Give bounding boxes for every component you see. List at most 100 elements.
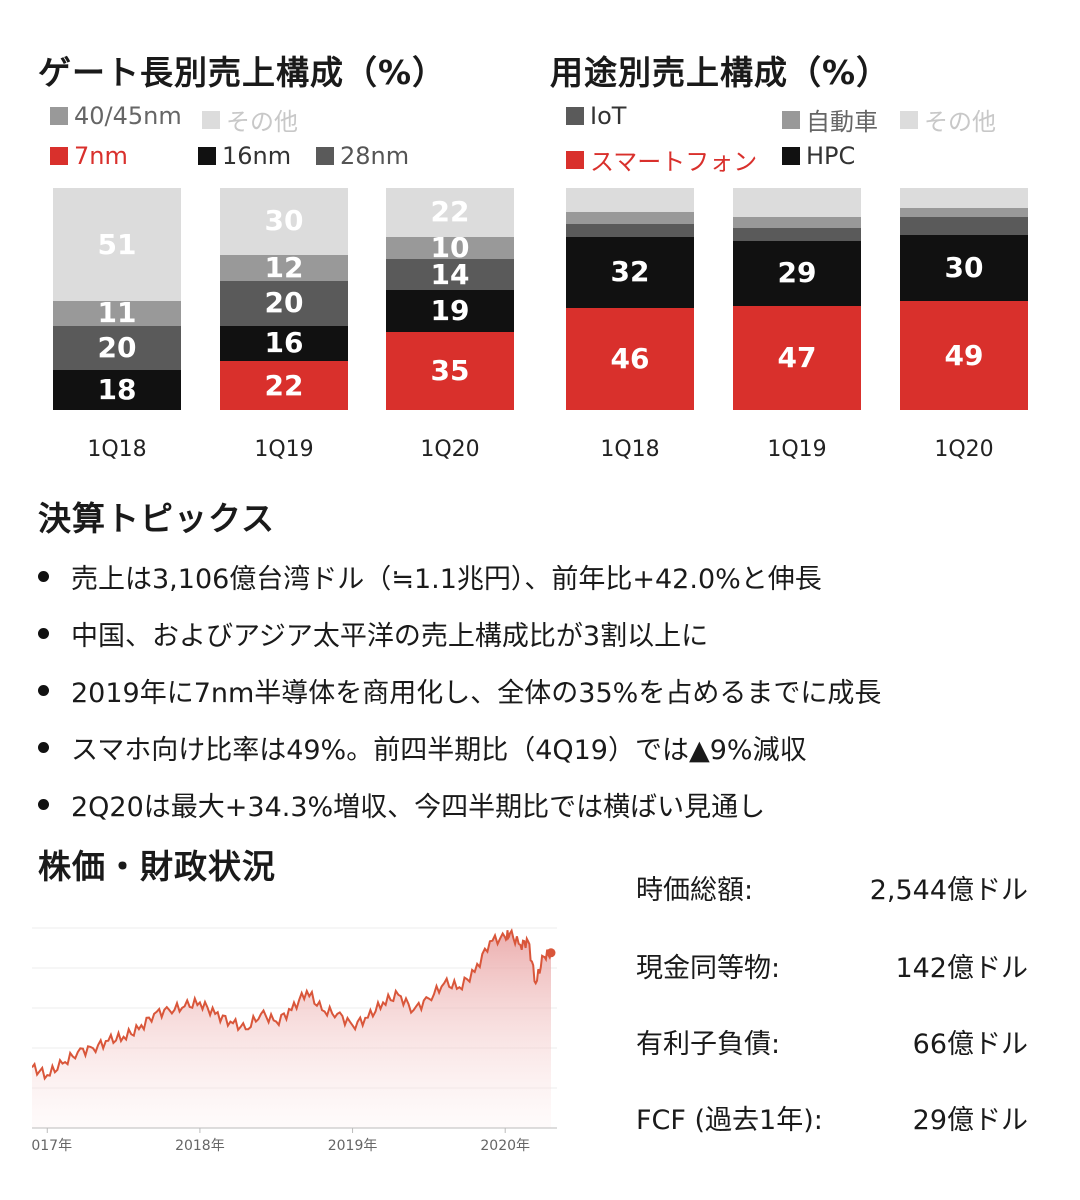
list-item-text: 売上は3,106億台湾ドル（≒1.1兆円）、前年比+42.0%と伸長 xyxy=(71,564,822,595)
metric-label: FCF (過去1年): xyxy=(636,1105,823,1136)
bar-segment xyxy=(53,325,181,371)
usage-legend-item-other: その他 xyxy=(900,102,996,137)
bar-segment xyxy=(386,259,514,291)
category-label: 1Q20 xyxy=(420,437,480,462)
bar-data-label: 35 xyxy=(430,354,470,388)
legend-label: 16nm xyxy=(222,142,292,170)
topics-list: 売上は3,106億台湾ドル（≒1.1兆円）、前年比+42.0%と伸長 中国、およ… xyxy=(38,548,881,833)
bar-segment xyxy=(566,307,694,410)
stock-area xyxy=(32,930,551,1128)
usage-legend-item-auto: 自動車 xyxy=(782,102,878,137)
bar-data-label: 30 xyxy=(264,204,304,238)
legend-swatch xyxy=(566,107,584,125)
bar-data-label: 32 xyxy=(610,255,650,289)
legend-swatch xyxy=(50,147,68,165)
bar-data-label: 22 xyxy=(430,195,470,229)
list-item: 売上は3,106億台湾ドル（≒1.1兆円）、前年比+42.0%と伸長 xyxy=(38,548,881,605)
bar-segment xyxy=(386,332,514,410)
metric-market-cap: 時価総額: 2,544億ドル xyxy=(636,868,1028,907)
legend-swatch xyxy=(202,110,220,129)
legend-label: 40/45nm xyxy=(74,102,182,130)
bar-segment xyxy=(53,370,181,410)
list-item: 2019年に7nm半導体を商用化し、全体の35%を占めるまでに成長 xyxy=(38,662,881,719)
bar-data-label: 12 xyxy=(264,250,304,284)
bullet-icon xyxy=(38,628,49,639)
metric-value: 2,544億ドル xyxy=(869,875,1028,906)
legend-label: IoT xyxy=(590,102,627,130)
legend-label: スマートフォン xyxy=(590,148,758,176)
bar-segment xyxy=(53,188,181,302)
legend-swatch xyxy=(50,107,68,125)
stock-last-point xyxy=(546,948,556,958)
legend-label: HPC xyxy=(806,142,856,170)
metric-value: 142億ドル xyxy=(895,953,1028,984)
bar-segment xyxy=(900,207,1028,217)
finance-title: 株価・財政状況 xyxy=(38,847,276,886)
bar-segment xyxy=(733,188,861,217)
metric-label: 時価総額: xyxy=(636,875,754,906)
metric-label: 現金同等物: xyxy=(636,953,781,984)
list-item-text: 2019年に7nm半導体を商用化し、全体の35%を占めるまでに成長 xyxy=(71,678,882,709)
bar-data-label: 49 xyxy=(944,338,984,372)
bullet-icon xyxy=(38,571,49,582)
usage-legend-item-iot: IoT xyxy=(566,102,626,130)
category-label: 1Q19 xyxy=(767,437,827,462)
metric-fcf: FCF (過去1年): 29億ドル xyxy=(636,1098,1028,1137)
gate-legend-item-40-45nm: 40/45nm xyxy=(50,102,182,130)
gate-legend-item-other: その他 xyxy=(202,102,298,137)
bar-segment xyxy=(900,188,1028,208)
legend-label: その他 xyxy=(226,108,298,136)
bar-segment xyxy=(386,290,514,333)
bar-data-label: 14 xyxy=(430,257,470,291)
bar-data-label: 20 xyxy=(97,330,137,364)
bar-data-label: 47 xyxy=(777,340,817,374)
bar-segment xyxy=(733,216,861,228)
legend-swatch xyxy=(316,147,334,165)
legend-swatch xyxy=(782,147,800,165)
metric-value: 66億ドル xyxy=(912,1029,1028,1060)
bullet-icon xyxy=(38,799,49,810)
list-item: スマホ向け比率は49%。前四半期比（4Q19）では▲9%減収 xyxy=(38,719,881,776)
x-tick-label: 2019年 xyxy=(328,1138,378,1154)
bar-segment xyxy=(566,236,694,308)
metric-cash: 現金同等物: 142億ドル xyxy=(636,946,1028,985)
gate-legend-item-28nm: 28nm xyxy=(316,142,409,170)
bar-segment xyxy=(900,216,1028,235)
bar-data-label: 51 xyxy=(97,227,137,261)
list-item: 中国、およびアジア太平洋の売上構成比が3割以上に xyxy=(38,605,881,662)
category-label: 1Q20 xyxy=(934,437,994,462)
bar-segment xyxy=(220,361,348,410)
bar-segment xyxy=(220,325,348,362)
gate-chart-title: ゲート長別売上構成（%） xyxy=(38,53,447,92)
bar-segment xyxy=(386,236,514,260)
bar-segment xyxy=(566,212,694,224)
bar-segment xyxy=(53,301,181,326)
metric-debt: 有利子負債: 66億ドル xyxy=(636,1022,1028,1061)
usage-legend-item-hpc: HPC xyxy=(782,142,855,170)
bar-segment xyxy=(386,188,514,237)
bar-segment xyxy=(220,281,348,326)
bar-data-label: 18 xyxy=(97,373,137,407)
legend-label: 7nm xyxy=(74,142,128,170)
bar-data-label: 16 xyxy=(264,326,304,360)
legend-label: 自動車 xyxy=(806,108,878,136)
bar-data-label: 10 xyxy=(430,230,470,264)
category-label: 1Q19 xyxy=(254,437,314,462)
list-item: 2Q20は最大+34.3%増収、今四半期比では横ばい見通し xyxy=(38,776,881,833)
topics-title: 決算トピックス xyxy=(38,499,276,538)
legend-label: 28nm xyxy=(340,142,410,170)
list-item-text: 2Q20は最大+34.3%増収、今四半期比では横ばい見通し xyxy=(71,792,766,823)
x-tick-label: 2018年 xyxy=(175,1138,225,1154)
stock-price-chart: 2017年 2018年 2019年 2020年 xyxy=(32,927,557,1154)
bullet-icon xyxy=(38,742,49,753)
bar-data-label: 22 xyxy=(264,368,304,402)
bar-data-label: 20 xyxy=(264,286,304,320)
usage-legend-item-smartphone: スマートフォン xyxy=(566,142,757,177)
bar-segment xyxy=(220,254,348,282)
bar-segment xyxy=(566,188,694,213)
bar-segment xyxy=(566,223,694,237)
bar-segment xyxy=(733,227,861,242)
legend-swatch xyxy=(566,150,584,169)
bar-segment xyxy=(900,301,1028,410)
bar-data-label: 11 xyxy=(97,296,137,330)
